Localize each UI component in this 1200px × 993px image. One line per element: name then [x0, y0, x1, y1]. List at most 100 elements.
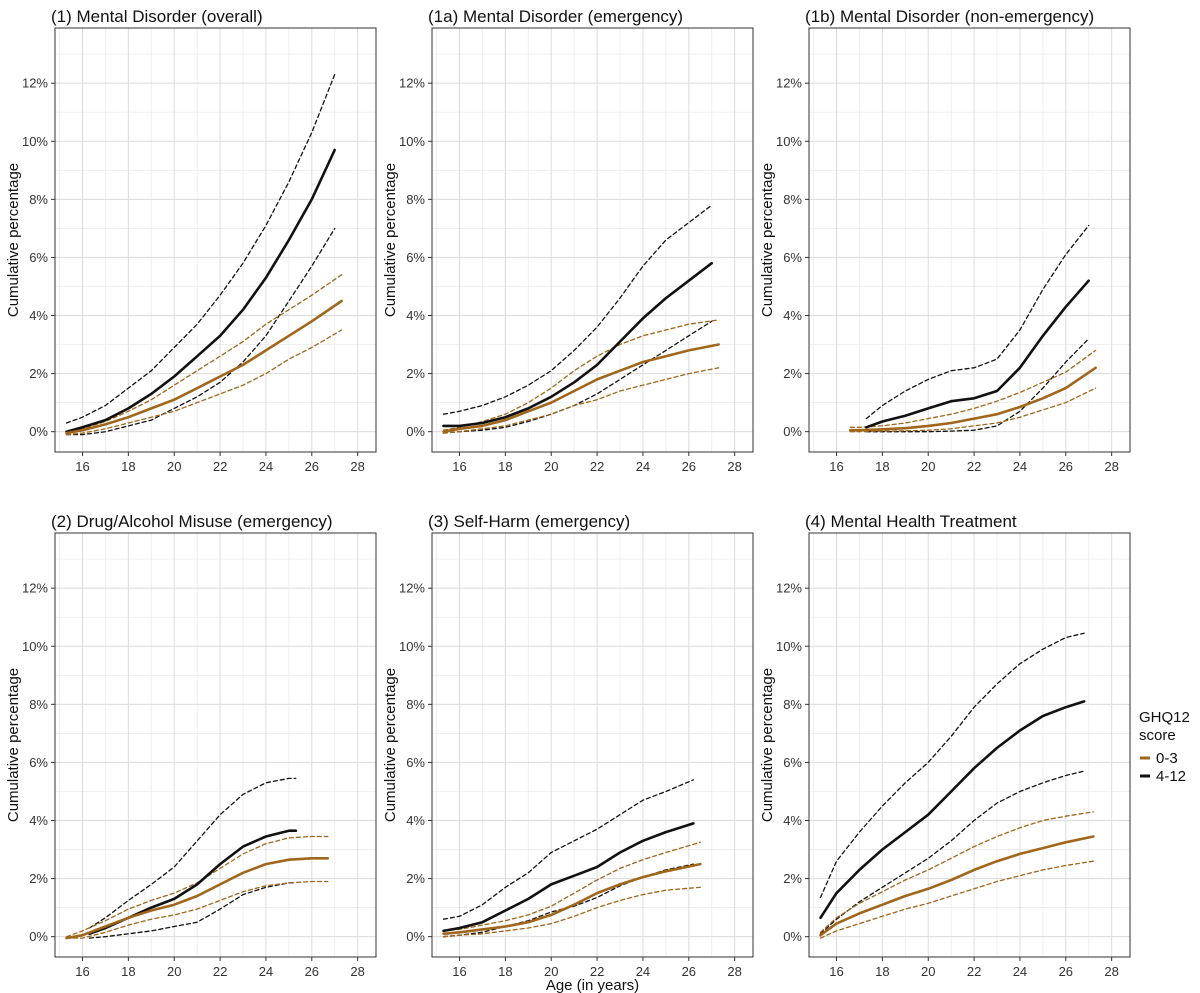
- y-tick-label: 6%: [783, 755, 802, 770]
- y-tick-label: 0%: [29, 929, 48, 944]
- x-tick-label: 26: [1059, 964, 1073, 979]
- panel-border: [54, 27, 377, 453]
- chart-title: (2) Drug/Alcohol Misuse (emergency): [51, 512, 333, 531]
- y-tick-label: 2%: [406, 871, 425, 886]
- y-tick-label: 2%: [783, 871, 802, 886]
- plot-area: [432, 28, 753, 452]
- x-tick-label: 16: [75, 964, 89, 979]
- legend-label-4-12: 4-12: [1156, 768, 1186, 785]
- x-tick-label: 20: [544, 964, 558, 979]
- series-line-4-12: [442, 822, 695, 933]
- x-tick-label: 28: [350, 964, 364, 979]
- series-line-0-3-lower: [849, 387, 1097, 433]
- x-tick-label: 22: [967, 964, 981, 979]
- y-tick-label: 10%: [22, 134, 48, 149]
- y-axis-label: Cumulative percentage: [759, 163, 776, 317]
- series-line-0-3-upper: [442, 841, 701, 932]
- y-tick-label: 6%: [29, 250, 48, 265]
- chart-title: (1a) Mental Disorder (emergency): [428, 7, 683, 26]
- series-line-4-12-upper: [865, 224, 1090, 420]
- series-line-0-3-lower: [65, 329, 343, 436]
- x-tick-label: 16: [75, 459, 89, 474]
- y-tick-label: 12%: [776, 76, 802, 91]
- series-line-4-12-lower: [65, 227, 336, 436]
- series-line-4-12: [865, 279, 1090, 429]
- x-axis-label: Age (in years): [546, 977, 639, 993]
- y-tick-label: 8%: [406, 697, 425, 712]
- y-tick-label: 10%: [776, 134, 802, 149]
- x-tick-label: 18: [498, 964, 512, 979]
- y-tick-label: 10%: [399, 134, 425, 149]
- x-tick-label: 18: [121, 964, 135, 979]
- chart-title: (1) Mental Disorder (overall): [51, 7, 263, 26]
- y-tick-label: 6%: [406, 250, 425, 265]
- y-tick-label: 4%: [29, 308, 48, 323]
- y-tick-label: 4%: [406, 813, 425, 828]
- series-line-4-12-upper: [442, 204, 713, 415]
- series-line-0-3-upper: [819, 811, 1094, 933]
- x-tick-label: 28: [727, 459, 741, 474]
- x-tick-label: 24: [636, 964, 650, 979]
- y-tick-label: 6%: [29, 755, 48, 770]
- series-line-4-12: [442, 261, 713, 428]
- y-tick-label: 2%: [29, 366, 48, 381]
- y-tick-label: 4%: [783, 813, 802, 828]
- series-line-0-3: [849, 366, 1097, 432]
- series-line-4-12-upper: [442, 779, 695, 920]
- series-line-0-3: [819, 835, 1095, 937]
- series-line-0-3-upper: [849, 349, 1097, 428]
- y-tick-label: 8%: [406, 192, 425, 207]
- x-tick-label: 24: [259, 964, 273, 979]
- y-tick-label: 2%: [783, 366, 802, 381]
- y-tick-label: 0%: [783, 929, 802, 944]
- x-tick-label: 16: [829, 964, 843, 979]
- plot-area: [55, 533, 376, 957]
- y-tick-label: 4%: [783, 308, 802, 323]
- series-line-4-12: [819, 700, 1086, 920]
- y-tick-label: 0%: [29, 424, 48, 439]
- x-tick-label: 16: [829, 459, 843, 474]
- x-tick-label: 18: [121, 459, 135, 474]
- x-tick-label: 24: [259, 459, 273, 474]
- y-tick-label: 2%: [406, 366, 425, 381]
- x-tick-label: 26: [682, 459, 696, 474]
- series-line-0-3: [442, 343, 720, 433]
- chart-panel-4: 16 18 20 22 24 26 28 0% 2% 4% 6% 8% 10% 12% (2) Drug/A…: [5, 512, 377, 979]
- x-tick-label: 26: [305, 964, 319, 979]
- y-tick-label: 2%: [29, 871, 48, 886]
- chart-panel-1: 16 18 20 22 24 26 28 0% 2% 4% 6% 8% 10% 12% (1) Mental…: [5, 7, 377, 474]
- x-tick-label: 18: [875, 964, 889, 979]
- panel-border: [431, 27, 754, 453]
- x-tick-label: 28: [1104, 964, 1118, 979]
- x-tick-label: 16: [452, 964, 466, 979]
- y-axis-label: Cumulative percentage: [5, 668, 22, 822]
- x-tick-label: 18: [875, 459, 889, 474]
- x-tick-label: 22: [590, 964, 604, 979]
- x-tick-label: 20: [167, 459, 181, 474]
- y-tick-label: 12%: [399, 581, 425, 596]
- x-tick-label: 20: [167, 964, 181, 979]
- y-tick-label: 0%: [406, 424, 425, 439]
- x-tick-label: 16: [452, 459, 466, 474]
- y-tick-label: 8%: [783, 697, 802, 712]
- series-line-4-12-upper: [65, 73, 336, 424]
- series-line-4-12-lower: [88, 882, 297, 939]
- x-tick-label: 20: [544, 459, 558, 474]
- series-line-0-3: [65, 857, 330, 940]
- y-tick-label: 12%: [399, 76, 425, 91]
- series-line-0-3-upper: [442, 319, 720, 431]
- plot-area: [809, 533, 1130, 957]
- series-line-4-12-upper: [88, 777, 297, 929]
- legend-label-0-3: 0-3: [1156, 750, 1178, 767]
- legend-title-line2: score: [1139, 727, 1176, 744]
- panel-border: [431, 532, 754, 958]
- series-line-0-3-lower: [442, 886, 701, 938]
- y-tick-label: 8%: [783, 192, 802, 207]
- chart-title: (3) Self-Harm (emergency): [428, 512, 630, 531]
- chart-panel-5: 16 18 20 22 24 26 28 0% 2% 4% 6% 8% 10% 12% (3) Self-H…: [382, 512, 754, 993]
- y-tick-label: 12%: [776, 581, 802, 596]
- plot-area: [55, 28, 376, 452]
- y-tick-label: 4%: [406, 308, 425, 323]
- x-tick-label: 26: [305, 459, 319, 474]
- y-tick-label: 6%: [406, 755, 425, 770]
